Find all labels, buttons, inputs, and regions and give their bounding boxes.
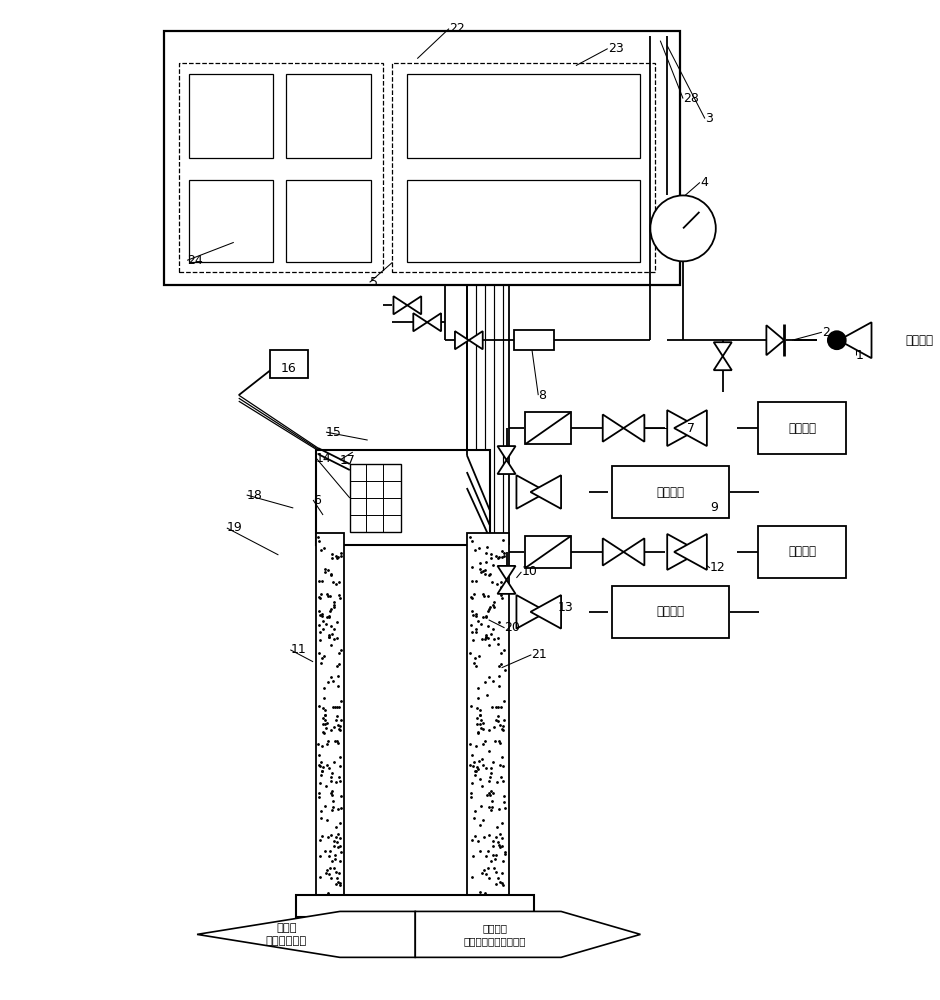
Polygon shape bbox=[667, 410, 700, 446]
Bar bbox=[759, 526, 846, 578]
Polygon shape bbox=[530, 595, 561, 629]
Bar bbox=[525, 412, 571, 444]
Bar bbox=[296, 895, 534, 917]
Text: 19: 19 bbox=[227, 521, 243, 534]
Text: 7: 7 bbox=[687, 422, 695, 435]
Polygon shape bbox=[497, 460, 515, 474]
Bar bbox=[316, 533, 344, 897]
Text: 连通大气: 连通大气 bbox=[788, 545, 816, 558]
Polygon shape bbox=[497, 446, 515, 460]
Bar bbox=[164, 31, 681, 285]
Text: 28: 28 bbox=[683, 92, 699, 105]
Polygon shape bbox=[674, 534, 707, 570]
Polygon shape bbox=[713, 342, 731, 356]
Text: 回燃废气: 回燃废气 bbox=[656, 605, 684, 618]
Text: 14: 14 bbox=[316, 452, 332, 465]
Text: 回燃废气: 回燃废气 bbox=[656, 486, 684, 499]
Bar bbox=[407, 74, 640, 158]
Polygon shape bbox=[623, 414, 645, 442]
Bar bbox=[612, 586, 728, 638]
Polygon shape bbox=[766, 325, 784, 355]
Text: 21: 21 bbox=[531, 648, 547, 661]
Polygon shape bbox=[497, 580, 515, 594]
Polygon shape bbox=[603, 414, 623, 442]
Text: 11: 11 bbox=[290, 643, 306, 656]
Polygon shape bbox=[674, 410, 707, 446]
Polygon shape bbox=[667, 534, 700, 570]
Bar bbox=[514, 330, 555, 350]
Polygon shape bbox=[394, 296, 407, 314]
Text: 16: 16 bbox=[280, 362, 296, 375]
Polygon shape bbox=[414, 313, 427, 331]
Bar bbox=[467, 533, 509, 897]
Text: 4: 4 bbox=[700, 176, 708, 189]
Bar bbox=[407, 180, 640, 262]
Text: 17: 17 bbox=[340, 454, 355, 467]
Bar bbox=[287, 180, 370, 262]
Polygon shape bbox=[469, 331, 483, 349]
Bar bbox=[612, 466, 728, 518]
Bar bbox=[393, 63, 655, 272]
Text: 连通大气: 连通大气 bbox=[788, 422, 816, 435]
Polygon shape bbox=[497, 566, 515, 580]
Bar bbox=[287, 74, 370, 158]
Text: 10: 10 bbox=[522, 565, 538, 578]
Bar bbox=[350, 464, 401, 532]
Bar bbox=[180, 63, 383, 272]
Polygon shape bbox=[516, 595, 547, 629]
Text: 15: 15 bbox=[326, 426, 342, 439]
Bar bbox=[189, 74, 274, 158]
Text: 3: 3 bbox=[705, 112, 713, 125]
Bar bbox=[271, 350, 308, 378]
Text: 12: 12 bbox=[710, 561, 726, 574]
Text: 24: 24 bbox=[187, 254, 203, 267]
Text: 1: 1 bbox=[855, 349, 864, 362]
Text: 22: 22 bbox=[449, 22, 464, 35]
Polygon shape bbox=[407, 296, 421, 314]
Polygon shape bbox=[623, 538, 645, 566]
Text: 9: 9 bbox=[710, 501, 718, 514]
Polygon shape bbox=[455, 331, 469, 349]
Text: 燃气管路: 燃气管路 bbox=[905, 334, 933, 347]
Bar bbox=[189, 180, 274, 262]
Text: 2: 2 bbox=[822, 326, 830, 339]
Bar bbox=[759, 402, 846, 454]
Text: 5: 5 bbox=[369, 276, 378, 289]
Polygon shape bbox=[516, 475, 547, 509]
Text: 13: 13 bbox=[558, 601, 573, 614]
Polygon shape bbox=[603, 538, 623, 566]
Polygon shape bbox=[415, 911, 640, 957]
Polygon shape bbox=[838, 322, 871, 358]
Polygon shape bbox=[427, 313, 441, 331]
Text: 加热管
（间接换热）: 加热管 （间接换热） bbox=[266, 923, 307, 946]
Circle shape bbox=[828, 331, 846, 349]
Text: 20: 20 bbox=[505, 621, 521, 634]
Polygon shape bbox=[713, 356, 731, 370]
Text: 6: 6 bbox=[313, 493, 321, 506]
Text: 烟气风机
（负压引风排入大气）: 烟气风机 （负压引风排入大气） bbox=[463, 923, 525, 946]
Text: 18: 18 bbox=[246, 489, 262, 502]
Text: 23: 23 bbox=[607, 42, 623, 55]
Bar bbox=[525, 536, 571, 568]
Polygon shape bbox=[530, 475, 561, 509]
Polygon shape bbox=[197, 911, 415, 957]
Circle shape bbox=[650, 195, 715, 261]
Text: 8: 8 bbox=[539, 389, 546, 402]
Bar bbox=[316, 450, 490, 545]
